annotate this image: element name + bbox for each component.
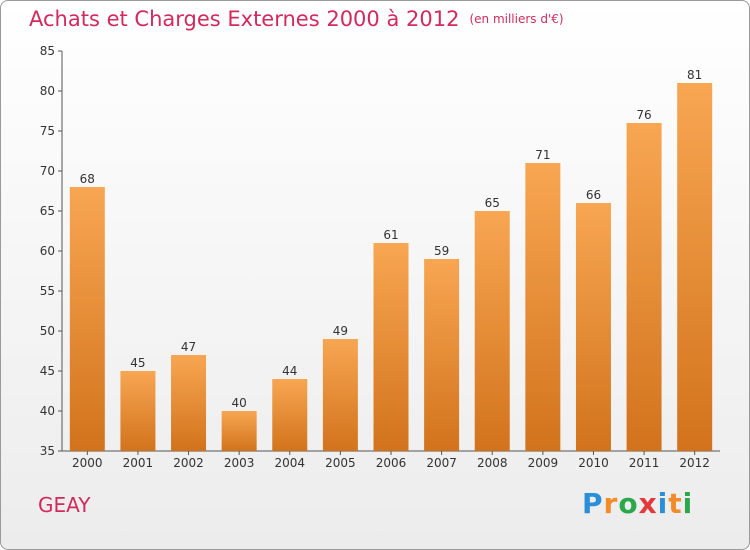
chart-title-text: Achats et Charges Externes 2000 à 2012	[29, 7, 460, 31]
logo-letter: i	[682, 487, 694, 520]
bar-2001	[120, 371, 156, 451]
bar-2003	[221, 411, 257, 451]
logo-letter: x	[638, 487, 658, 520]
y-tick-label: 60	[40, 244, 55, 258]
bar-2006	[373, 243, 409, 451]
x-tick-label-2004: 2004	[274, 456, 305, 470]
y-tick-label: 80	[40, 84, 55, 98]
bar-2004	[272, 379, 308, 451]
chart-unit: (en milliers d'€)	[469, 12, 564, 26]
bar-2012	[677, 83, 713, 451]
data-label-2006: 61	[383, 228, 398, 242]
y-tick-label: 85	[40, 44, 55, 58]
x-tick-label-2006: 2006	[376, 456, 407, 470]
logo-letter: i	[657, 487, 669, 520]
bar-2011	[626, 123, 662, 451]
bar-2002	[171, 355, 207, 451]
x-tick-label-2005: 2005	[325, 456, 356, 470]
y-tick-label: 55	[40, 284, 55, 298]
logo-letter: t	[668, 487, 683, 520]
data-label-2002: 47	[181, 340, 196, 354]
chart-axes: 35 40 45 50 55 60 65 70 75 80 85 2000 2001 2002 2003 20…	[40, 44, 720, 470]
y-tick-label: 70	[40, 164, 55, 178]
y-tick-label: 35	[40, 444, 55, 458]
x-tick-label-2009: 2009	[528, 456, 559, 470]
data-label-2012: 81	[687, 68, 702, 82]
data-label-2007: 59	[434, 244, 449, 258]
data-label-2001: 45	[130, 356, 145, 370]
x-tick-label-2011: 2011	[629, 456, 660, 470]
bar-2000	[69, 187, 105, 451]
y-tick-label: 45	[40, 364, 55, 378]
logo-letter: P	[582, 487, 604, 520]
y-tick-label: 75	[40, 124, 55, 138]
x-tick-label-2008: 2008	[477, 456, 508, 470]
data-label-2005: 49	[333, 324, 348, 338]
logo-letter: r	[603, 487, 619, 520]
x-tick-label-2003: 2003	[224, 456, 255, 470]
data-label-2009: 71	[535, 148, 550, 162]
x-tick-label-2002: 2002	[173, 456, 204, 470]
x-tick-label-2010: 2010	[578, 456, 609, 470]
bar-2010	[575, 203, 611, 451]
y-tick-label: 50	[40, 324, 55, 338]
bar-2007	[424, 259, 460, 451]
x-tick-label-2012: 2012	[679, 456, 710, 470]
bar-2008	[474, 211, 510, 451]
logo-letter: o	[618, 487, 639, 520]
y-tick-label: 40	[40, 404, 55, 418]
data-label-2008: 65	[485, 196, 500, 210]
data-label-2003: 40	[232, 396, 247, 410]
data-label-2004: 44	[282, 364, 297, 378]
town-name: GEAY	[38, 493, 91, 517]
y-tick-label: 65	[40, 204, 55, 218]
x-tick-label-2007: 2007	[426, 456, 457, 470]
chart-bars: 68 45 47 40 44 49 61 59 65 71 66 76 81	[69, 68, 713, 451]
bar-2005	[322, 339, 358, 451]
data-label-2011: 76	[636, 108, 651, 122]
bar-2009	[525, 163, 561, 451]
chart-title: Achats et Charges Externes 2000 à 2012 (e…	[29, 7, 564, 31]
data-label-2000: 68	[80, 172, 95, 186]
x-tick-label-2001: 2001	[123, 456, 154, 470]
data-label-2010: 66	[586, 188, 601, 202]
x-tick-label-2000: 2000	[72, 456, 103, 470]
proxiti-logo: Proxiti	[582, 487, 693, 520]
